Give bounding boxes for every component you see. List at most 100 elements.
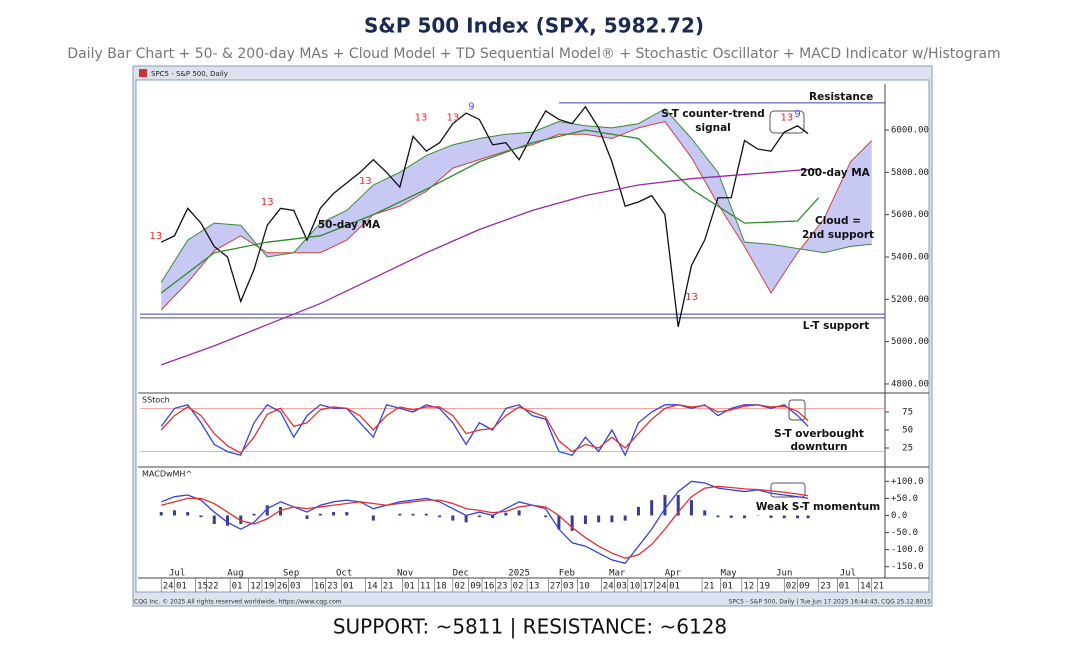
histogram-bar: [478, 515, 481, 517]
histogram-bar: [716, 515, 719, 517]
histogram-bar: [730, 515, 733, 517]
td-count: 13: [685, 292, 698, 303]
x-tick-label: 01: [669, 582, 680, 592]
month-label: Sep: [283, 569, 299, 579]
x-tick-label: 16: [484, 582, 495, 592]
y-tick-label: -50.0: [891, 528, 918, 538]
x-tick-label: 24: [603, 582, 614, 592]
month-label: Oct: [336, 569, 352, 579]
x-tick-label: 24: [163, 582, 174, 592]
x-tick-label: 18: [436, 582, 447, 592]
month-label: Dec: [453, 569, 469, 579]
panel-label: MACDwMH^: [142, 470, 192, 479]
footer-left: CQG Inc. © 2025 All rights reserved worl…: [134, 599, 342, 606]
annotation: downturn: [790, 441, 847, 453]
annotation: 200-day MA: [800, 167, 871, 179]
histogram-bar: [332, 512, 335, 515]
histogram-bar: [398, 514, 401, 516]
annotation: S-T overbought: [774, 428, 864, 440]
month-label: Jun: [776, 569, 792, 579]
annotation: Weak S-T momentum: [756, 501, 880, 513]
x-tick-label: 02: [513, 582, 524, 592]
x-tick-label: 23: [820, 582, 831, 592]
histogram-bar: [226, 515, 229, 525]
x-tick-label: 27: [550, 582, 561, 592]
y-tick-label: 5200.00: [891, 295, 929, 305]
x-tick-label: 01: [232, 582, 243, 592]
month-label: Jul: [169, 569, 185, 579]
histogram-bar: [769, 515, 772, 517]
td-count: 9: [794, 109, 800, 120]
x-tick-label: 03: [290, 582, 301, 592]
x-tick-label: 14: [367, 582, 378, 592]
td-count: 13: [261, 197, 274, 208]
x-tick-label: 01: [343, 582, 354, 592]
histogram-bar: [186, 512, 189, 515]
annotation: S-T counter-trend: [661, 108, 765, 120]
td-count: 13: [781, 112, 794, 123]
month-label: Jul: [840, 569, 856, 579]
x-tick-label: 21: [873, 582, 884, 592]
histogram-bar: [663, 495, 666, 515]
histogram-bar: [451, 515, 454, 520]
panel-label: SStoch: [142, 396, 170, 405]
annotation: 50-day MA: [318, 219, 381, 231]
chart-subtitle: Daily Bar Chart + 50- & 200-day MAs + Cl…: [67, 46, 1000, 62]
y-tick-label: -150.0: [891, 562, 924, 572]
y-tick-label: 50: [902, 426, 913, 436]
x-tick-label: 09: [799, 582, 810, 592]
y-tick-label: +50.0: [891, 494, 918, 504]
histogram-bar: [199, 515, 202, 517]
histogram-bar: [650, 500, 653, 515]
month-label: Mar: [609, 569, 626, 579]
y-tick-label: 5800.00: [891, 168, 929, 178]
chart-title: S&P 500 Index (SPX, 5982.72): [364, 14, 704, 38]
x-tick-label: 23: [497, 582, 508, 592]
x-tick-label: 01: [839, 582, 850, 592]
month-label: Apr: [665, 569, 682, 579]
histogram-bar: [173, 510, 176, 515]
histogram-bar: [465, 515, 468, 522]
histogram-bar: [345, 512, 348, 515]
annotation: L-T support: [803, 320, 870, 332]
annotation: signal: [695, 122, 731, 134]
histogram-bar: [319, 514, 322, 516]
month-label: May: [720, 569, 737, 579]
histogram-bar: [807, 515, 810, 518]
histogram-bar: [213, 515, 216, 524]
x-tick-label: 02: [786, 582, 797, 592]
x-tick-label: 21: [704, 582, 715, 592]
x-tick-label: 09: [470, 582, 481, 592]
histogram-bar: [372, 515, 375, 520]
y-tick-label: -100.0: [891, 545, 924, 555]
td-count: 13: [415, 112, 428, 123]
y-tick-label: 5400.00: [891, 252, 929, 262]
x-tick-label: 01: [722, 582, 733, 592]
histogram-bar: [597, 515, 600, 522]
x-tick-label: 19: [263, 582, 274, 592]
x-tick-label: 26: [277, 582, 288, 592]
month-label: 2025: [508, 569, 530, 579]
histogram-bar: [690, 500, 693, 515]
x-tick-label: 12: [743, 582, 754, 592]
y-tick-label: 5000.00: [891, 337, 929, 347]
x-tick-label: 19: [759, 582, 770, 592]
histogram-bar: [306, 515, 309, 518]
histogram-bar: [438, 515, 441, 517]
window-title: SPC5 - S&P 500, Daily: [151, 70, 228, 78]
x-tick-label: 13: [529, 582, 540, 592]
histogram-bar: [610, 515, 613, 522]
y-tick-label: 0.0: [891, 511, 907, 521]
x-tick-label: 17: [643, 582, 654, 592]
histogram-bar: [544, 515, 547, 517]
x-tick-label: 01: [176, 582, 187, 592]
histogram-bar: [703, 510, 706, 515]
histogram-bar: [584, 515, 587, 524]
x-tick-label: 01: [404, 582, 415, 592]
td-count: 13: [446, 112, 459, 123]
levels-caption: SUPPORT: ~5811 | RESISTANCE: ~6128: [333, 615, 727, 639]
td-count: 9: [468, 102, 474, 113]
x-tick-label: 14: [860, 582, 871, 592]
x-tick-label: 12: [250, 582, 261, 592]
